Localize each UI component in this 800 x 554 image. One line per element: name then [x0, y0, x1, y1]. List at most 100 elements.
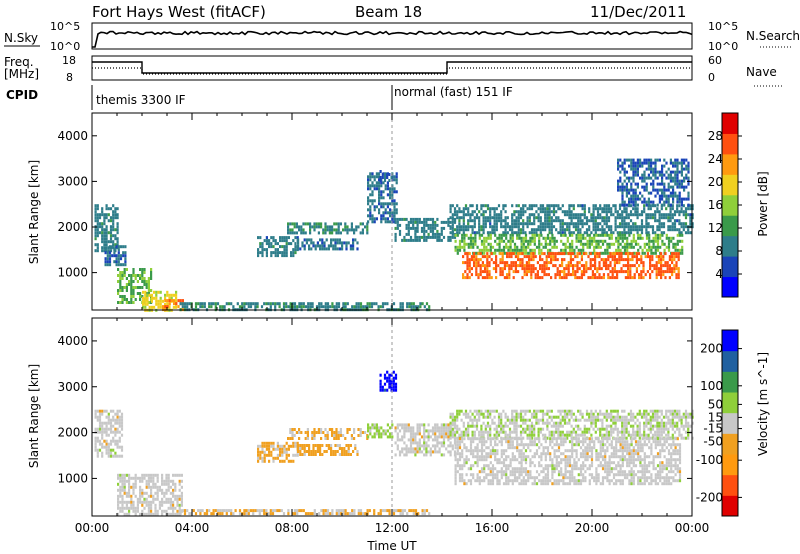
data-cell: [601, 239, 605, 243]
data-cell: [491, 245, 495, 249]
data-cell: [661, 197, 664, 201]
data-cell: [103, 246, 106, 250]
data-cell: [538, 242, 541, 246]
data-cell: [412, 432, 415, 436]
data-cell: [546, 436, 549, 440]
data-cell: [367, 429, 370, 433]
data-cell: [623, 225, 626, 229]
data-cell: [141, 491, 144, 495]
data-cell: [170, 296, 173, 300]
data-cell: [105, 430, 108, 434]
data-cell: [678, 204, 681, 208]
data-cell: [112, 210, 115, 214]
data-cell: [306, 431, 309, 434]
data-cell: [528, 424, 531, 428]
data-cell: [300, 231, 303, 235]
data-cell: [123, 479, 126, 483]
data-cell: [311, 431, 314, 434]
data-cell: [559, 421, 562, 425]
data-cell: [633, 255, 636, 259]
data-cell: [632, 225, 635, 229]
data-cell: [451, 418, 454, 422]
data-cell: [601, 231, 604, 235]
data-cell: [618, 261, 621, 265]
data-cell: [399, 305, 402, 309]
data-cell: [144, 299, 147, 303]
data-cell: [606, 233, 609, 237]
data-cell: [689, 213, 692, 217]
data-cell: [584, 242, 587, 246]
data-cell: [645, 200, 648, 204]
data-cell: [473, 258, 476, 262]
data-cell: [177, 299, 180, 303]
data-cell: [276, 302, 279, 306]
data-cell: [533, 409, 536, 413]
data-cell: [176, 509, 179, 513]
data-cell: [105, 427, 108, 431]
data-cell: [495, 276, 498, 280]
data-cell: [373, 178, 376, 182]
data-cell: [482, 430, 485, 434]
data-cell: [301, 447, 304, 450]
data-cell: [585, 228, 589, 232]
data-cell: [462, 412, 465, 416]
data-cell: [658, 228, 661, 232]
data-cell: [672, 236, 675, 240]
data-cell: [547, 252, 550, 256]
data-cell: [643, 409, 646, 413]
data-cell: [315, 222, 318, 226]
data-cell: [405, 238, 408, 242]
data-cell: [96, 436, 99, 440]
data-cell: [689, 231, 692, 235]
data-cell: [669, 424, 672, 428]
data-cell: [164, 299, 167, 303]
data-cell: [438, 447, 441, 451]
data-cell: [578, 267, 581, 271]
data-cell: [568, 210, 571, 214]
data-cell: [504, 225, 507, 229]
data-cell: [489, 242, 492, 246]
data-cell: [610, 424, 613, 428]
data-cell: [141, 473, 144, 477]
data-cell: [366, 509, 369, 513]
data-cell: [510, 267, 513, 271]
data-cell: [111, 254, 114, 258]
data-cell: [667, 200, 670, 204]
data-cell: [546, 222, 549, 226]
data-cell: [172, 293, 175, 297]
data-cell: [592, 225, 595, 229]
data-cell: [257, 450, 260, 454]
data-cell: [654, 170, 657, 174]
data-cell: [523, 264, 526, 268]
data-cell: [623, 242, 627, 246]
data-cell: [489, 233, 492, 237]
data-cell: [109, 216, 113, 220]
data-cell: [594, 216, 597, 220]
data-cell: [627, 421, 630, 425]
data-cell: [597, 242, 600, 246]
data-cell: [181, 509, 184, 513]
data-cell: [297, 450, 300, 453]
data-cell: [146, 299, 149, 303]
data-cell: [167, 488, 170, 492]
data-cell: [606, 248, 609, 252]
data-cell: [378, 199, 381, 203]
data-cell: [599, 433, 602, 437]
data-cell: [467, 433, 470, 437]
data-cell: [557, 207, 560, 211]
data-cell: [559, 222, 562, 226]
data-cell: [611, 255, 614, 259]
data-cell: [625, 210, 628, 214]
data-cell: [493, 231, 496, 235]
data-cell: [636, 210, 639, 214]
data-cell: [517, 204, 520, 208]
data-cell: [98, 231, 102, 235]
data-cell: [508, 270, 511, 274]
data-cell: [293, 305, 297, 309]
data-cell: [691, 213, 694, 217]
data-cell: [297, 241, 300, 245]
data-cell: [540, 233, 543, 237]
data-cell: [627, 213, 630, 217]
data-cell: [136, 500, 139, 504]
data-cell: [495, 409, 498, 413]
